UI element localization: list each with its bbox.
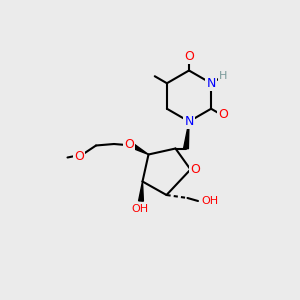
Polygon shape	[184, 122, 189, 149]
Text: N: N	[206, 77, 216, 90]
Text: N: N	[184, 115, 194, 128]
Text: O: O	[190, 163, 200, 176]
Polygon shape	[131, 143, 148, 155]
Text: O: O	[124, 137, 134, 151]
Polygon shape	[139, 182, 143, 201]
Text: OH: OH	[201, 196, 218, 206]
Text: O: O	[184, 50, 194, 63]
Text: O: O	[218, 108, 228, 121]
Text: OH: OH	[131, 203, 148, 214]
Text: H: H	[219, 71, 227, 81]
Text: O: O	[74, 149, 84, 163]
